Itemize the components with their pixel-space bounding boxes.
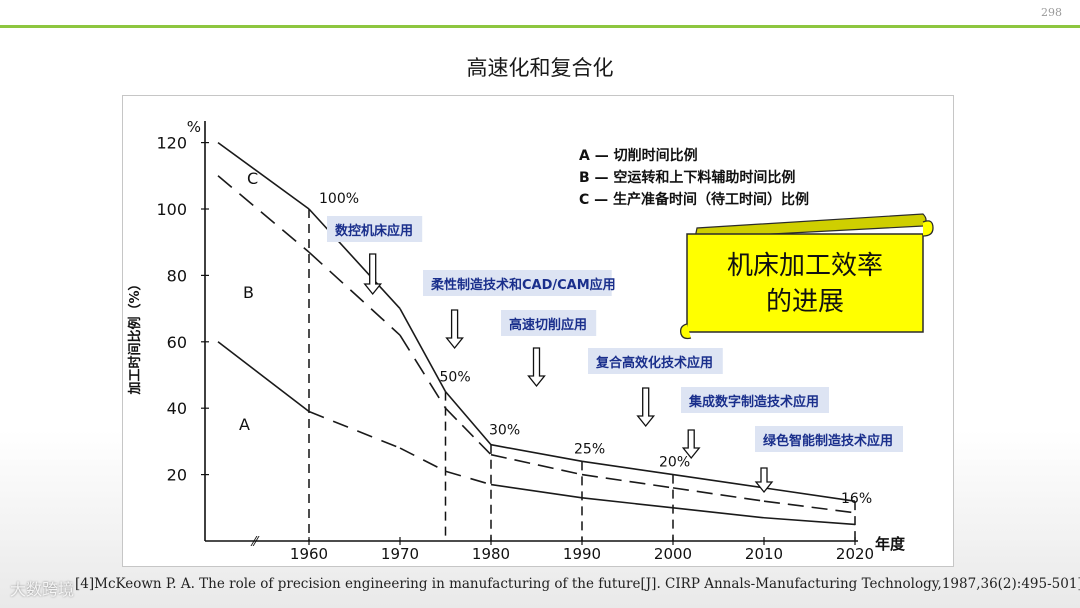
x-tick-label: 2010 bbox=[745, 545, 783, 563]
x-axis-label: 年度 bbox=[875, 535, 906, 553]
annotation-label: 复合高效化技术应用 bbox=[595, 355, 713, 371]
page-number: 298 bbox=[1041, 6, 1062, 19]
series-line-segment bbox=[445, 470, 492, 486]
series-line-segment bbox=[581, 460, 674, 476]
y-tick-label: 100 bbox=[156, 200, 187, 219]
series-line-segment bbox=[308, 208, 401, 310]
down-arrow-icon bbox=[445, 309, 464, 350]
legend-entry: A — 切削时间比例 bbox=[579, 147, 698, 164]
down-arrow-icon bbox=[636, 387, 656, 428]
series-line-segment bbox=[399, 447, 446, 472]
series-line-segment bbox=[399, 308, 447, 392]
series-line-segment bbox=[308, 251, 401, 336]
series-line-segment bbox=[444, 407, 492, 456]
legend-entry: C — 生产准备时间（待工时间）比例 bbox=[579, 191, 809, 208]
banner-scroll-right bbox=[922, 220, 934, 237]
citation: [4]McKeown P. A. The role of precision e… bbox=[75, 576, 1080, 592]
series-line-segment bbox=[217, 175, 310, 253]
banner-line: 的进展 bbox=[766, 287, 844, 317]
annotation-label: 集成数字制造技术应用 bbox=[688, 394, 819, 410]
x-tick-label: 1970 bbox=[381, 545, 419, 563]
region-label: B bbox=[243, 283, 254, 302]
legend-entry: B — 空运转和上下料辅助时间比例 bbox=[579, 169, 795, 186]
data-label: 30% bbox=[489, 423, 520, 439]
annotation-box bbox=[681, 387, 829, 413]
series-line-segment bbox=[672, 473, 765, 489]
y-unit-label: % bbox=[187, 118, 201, 136]
series-line-segment bbox=[763, 516, 856, 526]
series-line-segment bbox=[763, 500, 856, 514]
y-tick-label: 40 bbox=[167, 399, 187, 418]
series-line-segment bbox=[308, 410, 401, 449]
banner-line: 机床加工效率 bbox=[727, 251, 883, 281]
chart: 20 40 60 80 100 120% 加工时间比例（%） 1960 1970 1980 1990… bbox=[127, 118, 934, 563]
y-tick-label: 120 bbox=[156, 134, 187, 153]
series-line-segment bbox=[672, 487, 765, 502]
series-line-segment bbox=[217, 341, 310, 413]
annotation-label: 绿色智能制造技术应用 bbox=[763, 433, 893, 449]
y-tick-label: 20 bbox=[167, 466, 187, 485]
x-tick-label: 1990 bbox=[563, 545, 601, 563]
slide-title: 高速化和复合化 bbox=[466, 56, 614, 80]
annotation-box bbox=[501, 310, 597, 336]
series-line-segment bbox=[490, 483, 583, 499]
data-label: 20% bbox=[659, 455, 690, 471]
data-label: 100% bbox=[319, 191, 359, 207]
banner-scroll-left bbox=[679, 323, 692, 340]
x-tick-label: 1980 bbox=[472, 545, 510, 563]
series-line-segment bbox=[672, 507, 765, 519]
chart-panel: 20 40 60 80 100 120% 加工时间比例（%） 1960 1970 1980 1990… bbox=[122, 95, 954, 567]
series-line-segment bbox=[217, 141, 310, 210]
annotation-label: 数控机床应用 bbox=[335, 223, 413, 239]
series-line-segment bbox=[444, 391, 492, 446]
data-label: 25% bbox=[574, 441, 605, 457]
y-axis-label: 加工时间比例（%） bbox=[127, 277, 143, 395]
data-label: 16% bbox=[841, 491, 872, 507]
region-label: C bbox=[247, 169, 258, 188]
down-arrow-icon bbox=[754, 467, 774, 494]
down-arrow-icon bbox=[681, 429, 701, 460]
y-tick-label: 60 bbox=[167, 333, 187, 352]
region-label: A bbox=[239, 415, 250, 434]
x-tick-label: 1960 bbox=[290, 545, 328, 563]
series-line-segment bbox=[490, 453, 583, 476]
annotation-label: 高速切削应用 bbox=[509, 317, 587, 333]
series-line-segment bbox=[581, 473, 674, 489]
header-rule bbox=[0, 25, 1080, 28]
annotation-box bbox=[423, 270, 612, 296]
annotation-label: 柔性制造技术和CAD/CAM应用 bbox=[430, 277, 616, 293]
x-tick-label: 2000 bbox=[654, 545, 692, 563]
down-arrow-icon bbox=[527, 347, 546, 388]
series-line-segment bbox=[399, 334, 447, 409]
watermark: 大数跨境 bbox=[10, 580, 75, 599]
down-arrow-icon bbox=[363, 253, 383, 296]
y-tick-label: 80 bbox=[167, 266, 187, 285]
axis-break: ⁄⁄ bbox=[250, 535, 260, 550]
banner-body bbox=[686, 233, 924, 333]
series-line-segment bbox=[581, 497, 674, 509]
annotation-box bbox=[755, 426, 903, 452]
x-tick-label: 2020 bbox=[836, 545, 874, 563]
series-line-segment bbox=[763, 487, 856, 502]
series-line-segment bbox=[490, 443, 583, 463]
annotation-box bbox=[588, 348, 723, 374]
annotation-box bbox=[327, 216, 423, 242]
data-label: 50% bbox=[440, 370, 471, 386]
